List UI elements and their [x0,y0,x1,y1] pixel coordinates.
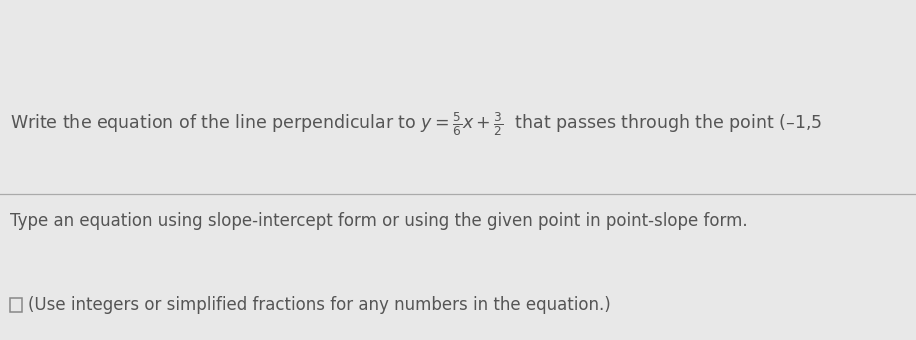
Text: (Use integers or simplified fractions for any numbers in the equation.): (Use integers or simplified fractions fo… [28,296,611,314]
Text: Type an equation using slope-intercept form or using the given point in point-sl: Type an equation using slope-intercept f… [10,212,747,231]
Bar [10,298,22,312]
Text: Write the equation of the line perpendicular to $y = \frac{5}{6}x + \frac{3}{2}$: Write the equation of the line perpendic… [10,110,823,138]
